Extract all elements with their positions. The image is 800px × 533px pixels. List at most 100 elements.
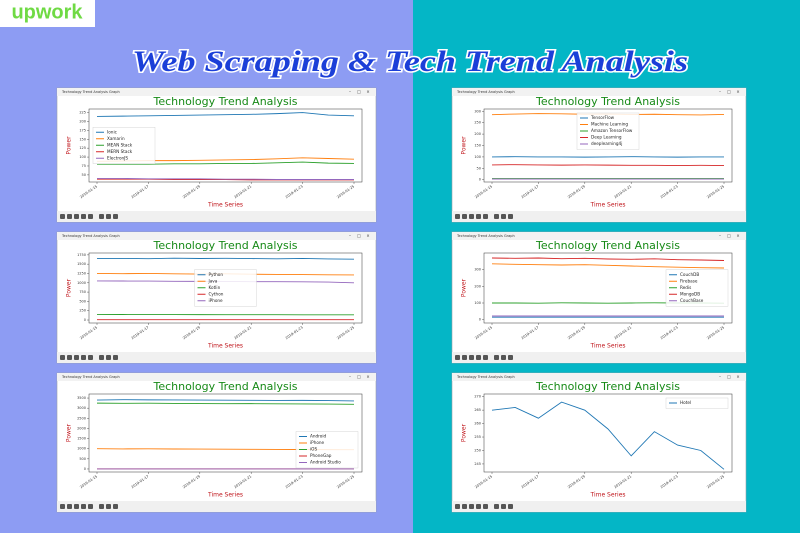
legend-label: Machine Learning bbox=[591, 122, 628, 127]
y-tick-label: 1500 bbox=[77, 262, 86, 266]
toolbar-button[interactable] bbox=[74, 355, 79, 360]
toolbar-button[interactable] bbox=[113, 214, 118, 219]
toolbar-button[interactable] bbox=[99, 504, 104, 509]
toolbar-button[interactable] bbox=[501, 504, 506, 509]
toolbar bbox=[452, 352, 746, 363]
y-tick-label: 75 bbox=[82, 164, 86, 168]
series-line bbox=[96, 402, 355, 405]
y-axis-label: Power bbox=[461, 278, 468, 297]
toolbar-button[interactable] bbox=[81, 504, 86, 509]
toolbar-button[interactable] bbox=[476, 504, 481, 509]
window-button[interactable]: × bbox=[736, 89, 739, 94]
window-button[interactable]: □ bbox=[727, 233, 731, 238]
window-button[interactable]: – bbox=[349, 374, 351, 379]
toolbar-button[interactable] bbox=[494, 214, 499, 219]
chart-title: Technology Trend Analysis bbox=[535, 380, 680, 393]
toolbar-button[interactable] bbox=[81, 214, 86, 219]
legend-label: PhoneGap bbox=[310, 453, 332, 458]
chart-window: Technology Trend Analysis Graph – □ × Techno… bbox=[56, 231, 377, 364]
window-title: Technology Trend Analysis Graph bbox=[61, 375, 120, 379]
toolbar-button[interactable] bbox=[74, 214, 79, 219]
toolbar-button[interactable] bbox=[60, 504, 65, 509]
y-tick-label: 260 bbox=[474, 422, 481, 426]
y-tick-label: 250 bbox=[474, 121, 481, 125]
toolbar-button[interactable] bbox=[462, 355, 467, 360]
toolbar-button[interactable] bbox=[113, 504, 118, 509]
toolbar-button[interactable] bbox=[88, 504, 93, 509]
toolbar-button[interactable] bbox=[67, 214, 72, 219]
toolbar-button[interactable] bbox=[99, 355, 104, 360]
window-titlebar bbox=[452, 373, 746, 381]
window-button[interactable]: × bbox=[366, 89, 369, 94]
window-button[interactable]: × bbox=[366, 233, 369, 238]
legend-label: iOS bbox=[310, 447, 317, 452]
toolbar-button[interactable] bbox=[106, 214, 111, 219]
y-tick-label: 1750 bbox=[77, 253, 86, 257]
toolbar-button[interactable] bbox=[476, 214, 481, 219]
window-button[interactable]: □ bbox=[727, 89, 731, 94]
window-button[interactable]: □ bbox=[357, 374, 361, 379]
toolbar-button[interactable] bbox=[483, 355, 488, 360]
toolbar-button[interactable] bbox=[60, 214, 65, 219]
window-button[interactable]: × bbox=[736, 374, 739, 379]
legend-label: CouchDB bbox=[680, 272, 699, 277]
window-button[interactable]: – bbox=[349, 89, 351, 94]
toolbar-button[interactable] bbox=[88, 214, 93, 219]
window-button[interactable]: – bbox=[349, 233, 351, 238]
chart-title: Technology Trend Analysis bbox=[152, 95, 297, 108]
toolbar-button[interactable] bbox=[508, 214, 513, 219]
y-axis-label: Power bbox=[66, 423, 73, 442]
toolbar-button[interactable] bbox=[60, 355, 65, 360]
toolbar-button[interactable] bbox=[67, 355, 72, 360]
toolbar-button[interactable] bbox=[494, 504, 499, 509]
y-tick-label: 1000 bbox=[77, 447, 86, 451]
y-tick-label: 270 bbox=[474, 395, 481, 399]
toolbar-button[interactable] bbox=[106, 355, 111, 360]
window-frame bbox=[451, 372, 747, 513]
toolbar-button[interactable] bbox=[508, 504, 513, 509]
toolbar-button[interactable] bbox=[455, 214, 460, 219]
window-button[interactable]: × bbox=[366, 374, 369, 379]
toolbar-button[interactable] bbox=[74, 504, 79, 509]
window-button[interactable]: – bbox=[719, 233, 721, 238]
window-titlebar bbox=[57, 373, 376, 381]
window-button[interactable]: □ bbox=[357, 89, 361, 94]
y-tick-label: 50 bbox=[477, 166, 481, 170]
toolbar-button[interactable] bbox=[99, 214, 104, 219]
y-tick-label: 125 bbox=[79, 146, 86, 150]
toolbar-button[interactable] bbox=[476, 355, 481, 360]
window-titlebar bbox=[57, 232, 376, 240]
x-axis-label: Time Series bbox=[207, 343, 243, 350]
y-tick-label: 0 bbox=[84, 467, 86, 471]
toolbar-button[interactable] bbox=[455, 504, 460, 509]
toolbar-button[interactable] bbox=[483, 214, 488, 219]
toolbar-button[interactable] bbox=[462, 214, 467, 219]
toolbar-button[interactable] bbox=[81, 355, 86, 360]
toolbar-button[interactable] bbox=[113, 355, 118, 360]
toolbar-button[interactable] bbox=[67, 504, 72, 509]
window-button[interactable]: □ bbox=[727, 374, 731, 379]
plot-area bbox=[88, 393, 363, 473]
toolbar-button[interactable] bbox=[501, 355, 506, 360]
window-button[interactable]: – bbox=[719, 89, 721, 94]
y-tick-label: 200 bbox=[474, 284, 481, 288]
window-button[interactable]: □ bbox=[357, 233, 361, 238]
toolbar-button[interactable] bbox=[469, 355, 474, 360]
window-button[interactable]: – bbox=[719, 374, 721, 379]
toolbar-button[interactable] bbox=[494, 355, 499, 360]
y-axis-label: Power bbox=[66, 278, 73, 297]
y-tick-label: 200 bbox=[79, 119, 86, 123]
toolbar-button[interactable] bbox=[455, 355, 460, 360]
legend-label: Xamarin bbox=[107, 136, 125, 141]
toolbar-button[interactable] bbox=[469, 214, 474, 219]
toolbar-button[interactable] bbox=[508, 355, 513, 360]
window-button[interactable]: × bbox=[736, 233, 739, 238]
toolbar-button[interactable] bbox=[483, 504, 488, 509]
toolbar-button[interactable] bbox=[88, 355, 93, 360]
toolbar-button[interactable] bbox=[501, 214, 506, 219]
toolbar-button[interactable] bbox=[106, 504, 111, 509]
toolbar-button[interactable] bbox=[469, 504, 474, 509]
toolbar-button[interactable] bbox=[462, 504, 467, 509]
legend-label: iPhone bbox=[209, 298, 224, 303]
